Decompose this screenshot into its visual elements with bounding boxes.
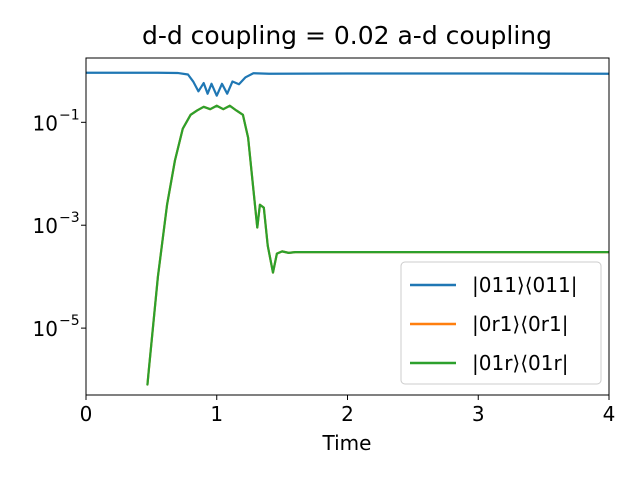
x-tick-label: 2	[341, 402, 354, 426]
x-axis-ticks: 0 1 2 3 4	[80, 395, 616, 426]
y-tick-label: 10	[33, 317, 58, 341]
legend-box	[400, 261, 602, 385]
series-layer	[86, 71, 609, 386]
legend-label-1: |011⟩⟨011|	[472, 273, 577, 297]
x-tick-label: 1	[210, 402, 223, 426]
y-tick-exponent: −1	[59, 107, 80, 123]
y-tick-label: 10	[33, 111, 58, 135]
legend-label-3: |01r⟩⟨01r|	[472, 351, 568, 375]
y-tick-label: 10	[33, 214, 58, 238]
y-axis-ticks: 10−110−310−5	[33, 107, 86, 341]
x-tick-label: 4	[603, 402, 616, 426]
series-line-1	[86, 71, 609, 97]
x-tick-label: 3	[472, 402, 485, 426]
x-axis-label: Time	[322, 431, 372, 455]
y-tick-exponent: −3	[59, 210, 80, 226]
legend-label-2: |0r1⟩⟨0r1|	[472, 312, 568, 336]
chart-title: d-d coupling = 0.02 a-d coupling	[142, 21, 552, 50]
legend: |011⟩⟨011| |0r1⟩⟨0r1| |01r⟩⟨01r|	[400, 261, 602, 385]
y-tick-exponent: −5	[59, 313, 80, 329]
series-line-3	[146, 104, 609, 386]
x-tick-label: 0	[80, 402, 93, 426]
